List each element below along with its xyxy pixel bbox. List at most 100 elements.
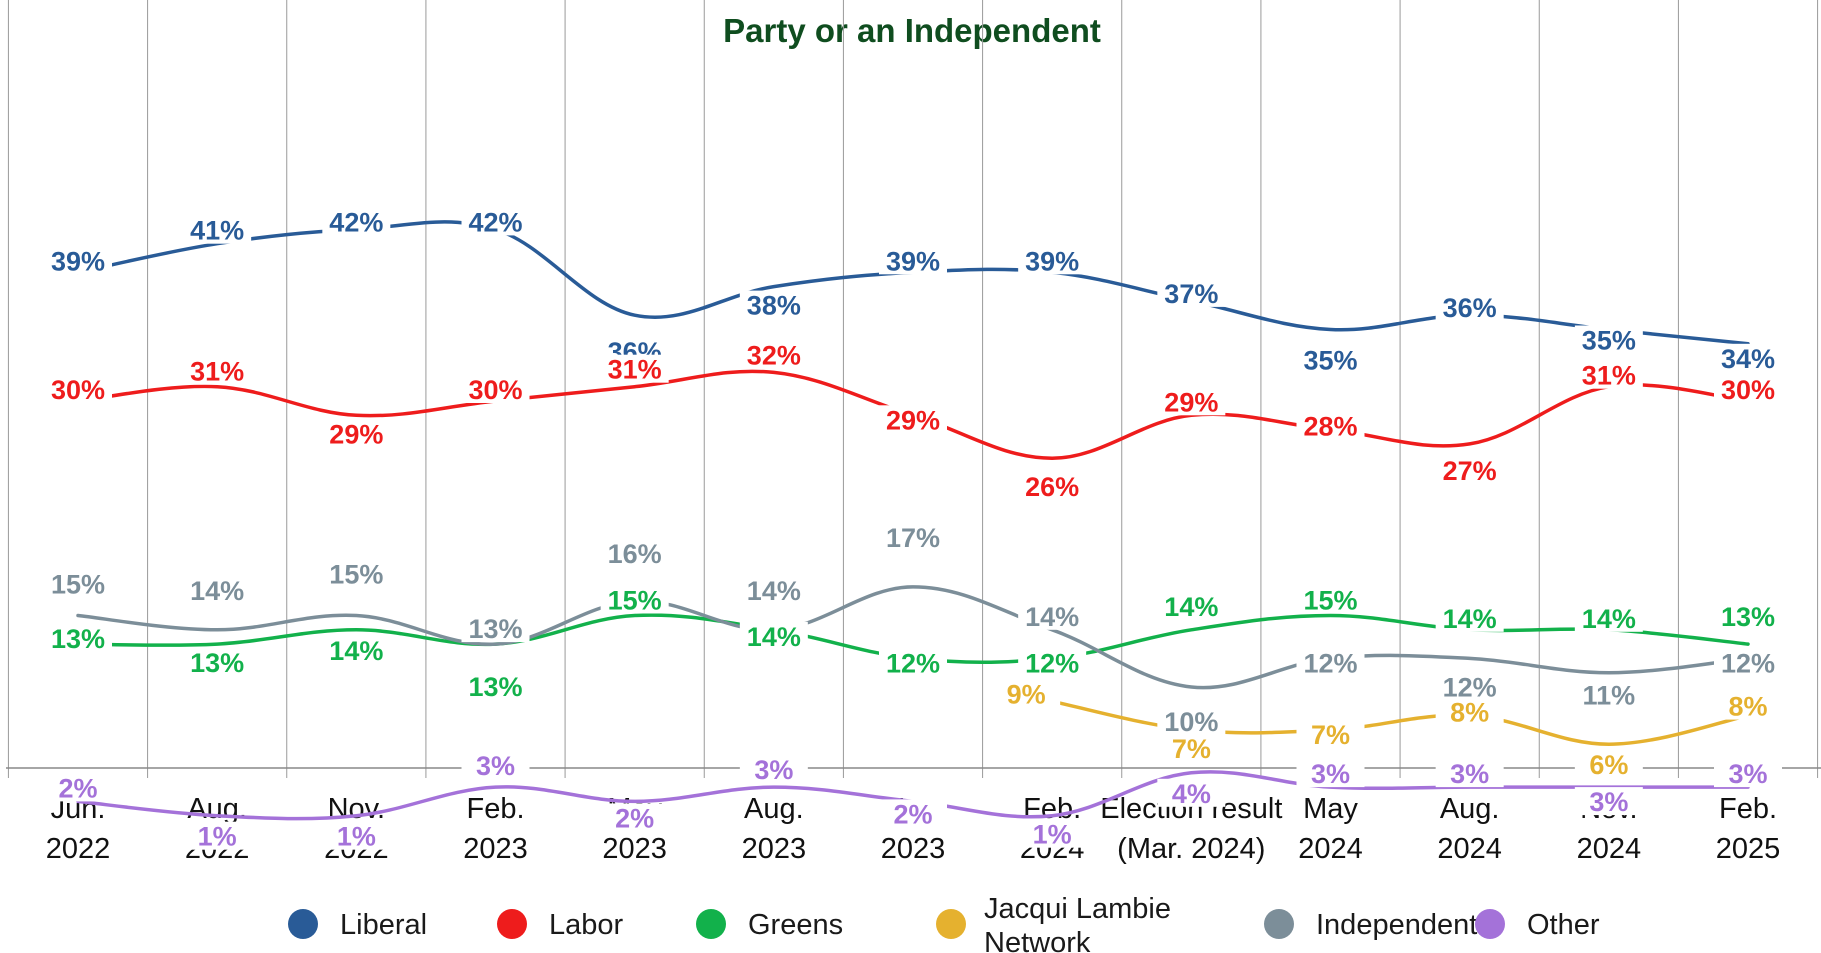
data-label-greens: 13% [51,624,105,654]
data-label-bg [879,648,947,677]
data-label-jacqui-lambie-network: 7% [1172,734,1211,764]
data-label-bg [322,635,391,664]
x-tick-label: May [1303,793,1358,825]
data-label-independent: 17% [886,523,940,553]
data-label-bg [1296,648,1365,677]
data-label-other: 3% [754,755,793,785]
data-label-bg [1714,602,1782,631]
data-label-bg [1714,375,1782,403]
data-label-other: 3% [1311,759,1350,789]
data-label-bg [739,621,808,650]
x-tick-label: Aug. [744,793,804,825]
legend-label: Other [1527,909,1600,941]
data-label-greens: 14% [1164,592,1218,622]
data-label-labor: 27% [1443,456,1497,486]
data-label-jacqui-lambie-network: 8% [1450,698,1489,728]
data-label-bg [461,614,530,643]
data-label-bg [44,569,112,598]
data-label-labor: 30% [1721,375,1775,405]
data-label-bg [1296,585,1365,614]
data-label-bg [1574,750,1643,779]
data-label-liberal: 35% [1582,326,1636,356]
data-label-greens: 14% [1582,604,1636,634]
data-label-bg [461,207,530,236]
data-label-bg [1157,278,1226,307]
data-label-bg [183,821,252,850]
data-label-labor: 31% [1582,361,1636,391]
data-label-bg [461,751,530,780]
data-label-bg [1157,707,1226,735]
data-label-bg [1435,697,1504,726]
series-line-liberal [76,220,1750,346]
data-label-other: 1% [198,822,237,852]
data-label-greens: 14% [1443,604,1497,634]
legend-label: Liberal [340,909,427,941]
data-label-labor: 31% [190,357,244,387]
series-line-independent [76,585,1750,690]
data-label-bg [183,575,252,604]
legend-label: Jacqui Lambie [984,893,1171,925]
data-label-bg [1157,591,1226,620]
data-label-bg [992,679,1061,708]
data-label-bg [461,672,530,701]
data-label-bg [1157,778,1226,807]
data-label-other: 2% [58,773,97,803]
data-label-other: 3% [1589,787,1628,817]
data-label-labor: 32% [747,340,801,370]
data-label-bg [1018,246,1087,275]
data-labels: 39%41% 42% 42%36%38%39% 39%37%35%36%35%34%3… [44,207,1782,852]
data-label-labor: 29% [886,405,940,435]
data-label-greens: 14% [747,622,801,652]
data-label-bg [600,539,669,568]
legend-marker-jacqui-lambie-network [936,909,966,939]
data-label-independent: 16% [608,539,662,569]
data-label-bg [1574,325,1643,354]
legend-label: Labor [549,909,624,941]
data-label-liberal: 42% [329,207,383,237]
data-label-jacqui-lambie-network: 7% [1311,720,1350,750]
data-label-labor: 29% [1164,387,1218,417]
x-tick-label: 2024 [1298,833,1363,865]
legend-marker-greens [696,909,726,939]
data-label-labor: 30% [468,375,522,405]
legend-marker-liberal [288,909,318,939]
data-label-bg [1157,387,1226,416]
data-label-bg [1296,759,1365,788]
data-label-other: 3% [1450,759,1489,789]
data-label-jacqui-lambie-network: 8% [1728,692,1767,722]
data-label-independent: 14% [1025,602,1079,632]
data-label-bg [461,375,530,403]
data-label-independent: 12% [1443,672,1497,702]
legend-label: Network [984,927,1091,953]
data-label-bg [322,821,391,850]
data-label-bg [1574,787,1643,816]
data-label-bg [1018,648,1087,677]
data-label-bg [600,585,669,614]
data-label-greens: 14% [329,636,383,666]
data-label-bg [600,354,669,383]
data-label-labor: 30% [51,375,105,405]
data-label-bg [1018,601,1087,630]
data-label-liberal: 37% [1164,279,1218,309]
data-label-other: 4% [1172,779,1211,809]
data-label-liberal: 36% [1443,293,1497,323]
data-label-bg [600,803,669,832]
data-label-labor: 26% [1025,472,1079,502]
data-label-greens: 12% [886,648,940,678]
data-label-greens: 15% [1303,586,1357,616]
data-label-greens: 13% [190,648,244,678]
data-label-bg [1018,472,1087,501]
data-label-bg [1435,455,1504,484]
data-label-bg [44,246,112,275]
data-label-independent: 15% [329,560,383,590]
data-label-bg [1714,648,1782,677]
legend-marker-labor [497,909,527,939]
data-label-liberal: 41% [190,216,244,246]
data-label-bg [1296,345,1365,374]
data-label-other: 1% [1033,820,1072,850]
legend-label: Independent [1316,909,1477,941]
data-label-bg [44,773,112,802]
data-label-liberal: 42% [468,207,522,237]
data-label-jacqui-lambie-network: 6% [1589,750,1628,780]
x-tick-label: 2023 [881,833,946,865]
